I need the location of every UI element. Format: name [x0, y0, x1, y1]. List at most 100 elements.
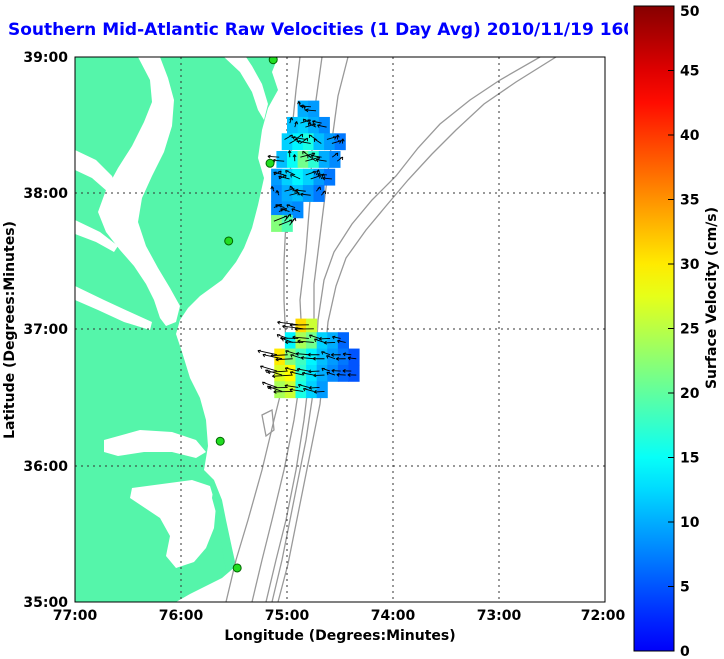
velocity-cell — [308, 100, 320, 118]
velocity-vector — [289, 117, 294, 124]
velocity-vector — [308, 369, 320, 374]
velocity-vector — [267, 154, 280, 159]
velocity-vector — [284, 367, 299, 372]
velocity-cell — [271, 185, 283, 202]
colorbar-tick-label: 5 — [680, 580, 690, 596]
velocity-cell — [327, 332, 339, 350]
velocity-vector — [330, 352, 341, 357]
velocity-vector — [336, 372, 346, 377]
velocity-vector — [335, 356, 346, 361]
velocity-cell — [337, 364, 349, 382]
colorbar-ticks: 0 5 10 15 20 25 30 35 40 45 50 — [668, 4, 700, 659]
velocity-cell — [295, 318, 307, 336]
colorbar-tick-label: 10 — [680, 515, 700, 531]
velocity-vector — [326, 371, 336, 376]
x-axis: 77:00 76:00 75:00 74:00 73:00 72:00 Long… — [53, 608, 626, 644]
velocity-cell — [271, 168, 283, 186]
velocity-vector — [295, 352, 309, 356]
velocity-cell — [302, 133, 314, 151]
velocity-vector — [310, 154, 322, 159]
velocity-vector — [307, 154, 317, 162]
velocity-vector — [280, 208, 290, 213]
velocity-vector — [280, 336, 299, 341]
velocity-vector — [282, 324, 304, 330]
station-marker — [265, 158, 275, 168]
y-axis-label: Latitude (Degrees:Minutes) — [2, 221, 18, 439]
velocity-cell — [348, 348, 360, 366]
velocity-vector — [312, 356, 325, 361]
velocity-cell — [306, 364, 318, 382]
velocity-vector — [289, 371, 304, 376]
velocity-vector — [308, 385, 320, 390]
velocity-cell — [287, 151, 299, 168]
radar-stations — [215, 57, 278, 573]
velocity-cell — [274, 381, 286, 399]
velocity-vector — [265, 369, 283, 376]
velocity-vector — [285, 340, 304, 345]
velocity-vector — [273, 171, 285, 176]
velocity-vector — [301, 371, 314, 376]
colorbar-tick-label: 15 — [680, 451, 699, 467]
velocity-cell — [274, 364, 286, 382]
velocity-vector — [278, 175, 290, 180]
y-tick-label: 36:00 — [23, 459, 68, 475]
velocity-vector — [297, 383, 309, 388]
x-axis-label: Longitude (Degrees:Minutes) — [224, 628, 455, 644]
velocity-vector — [275, 190, 280, 196]
velocity-cell — [281, 168, 293, 186]
velocity-vector — [321, 367, 331, 372]
velocity-vector — [347, 373, 357, 377]
velocity-vector — [294, 121, 299, 128]
velocity-vector — [315, 158, 327, 163]
x-tick-label: 76:00 — [159, 608, 204, 624]
velocity-cell — [284, 364, 296, 382]
velocity-vector — [332, 335, 341, 340]
x-tick-label: 72:00 — [581, 608, 626, 624]
velocity-cell — [337, 348, 349, 366]
velocity-vectors — [257, 101, 357, 394]
velocity-cell — [306, 348, 318, 366]
velocity-cell — [297, 116, 309, 134]
velocity-vector — [277, 320, 299, 326]
velocity-vector — [273, 215, 288, 222]
velocity-vector — [300, 104, 312, 109]
velocity-vector — [320, 190, 326, 196]
colorbar-tick-label: 25 — [680, 322, 699, 338]
colorbar-tick-label: 35 — [680, 193, 699, 209]
pamlico-sound — [130, 480, 216, 568]
velocity-cell — [302, 185, 314, 202]
potomac-river — [75, 150, 118, 192]
velocity-vector — [297, 140, 311, 144]
y-tick-label: 37:00 — [23, 322, 68, 338]
velocity-vector — [289, 138, 298, 144]
velocity-cell — [348, 364, 360, 382]
velocity-vector — [323, 340, 336, 345]
velocity-cell — [313, 185, 325, 202]
velocity-cell — [318, 116, 330, 134]
velocity-vector — [313, 138, 322, 144]
velocity-cell — [327, 364, 339, 382]
velocity-vector — [297, 339, 314, 344]
velocity-vector — [318, 336, 331, 341]
velocity-vector — [307, 352, 320, 357]
velocity-cell — [284, 332, 296, 350]
velocity-vector — [270, 186, 275, 192]
velocity-cell — [274, 348, 286, 366]
colorbar-tick-label: 20 — [680, 386, 700, 402]
x-tick-label: 74:00 — [371, 608, 416, 624]
velocity-cell — [306, 332, 318, 350]
chesapeake-bay — [98, 57, 180, 326]
velocity-vector — [300, 356, 314, 360]
velocity-vector — [342, 369, 352, 373]
x-tick-label: 77:00 — [53, 608, 98, 624]
y-tick-label: 38:00 — [23, 186, 68, 202]
velocity-vector — [287, 150, 292, 158]
velocity-vector — [347, 356, 357, 361]
velocity-vector — [300, 192, 311, 197]
velocity-vector — [262, 381, 278, 388]
velocity-cell — [295, 364, 307, 382]
station-marker — [224, 236, 234, 246]
velocity-vector — [305, 108, 317, 113]
velocity-cell — [302, 168, 314, 186]
velocity-cell — [281, 215, 293, 232]
